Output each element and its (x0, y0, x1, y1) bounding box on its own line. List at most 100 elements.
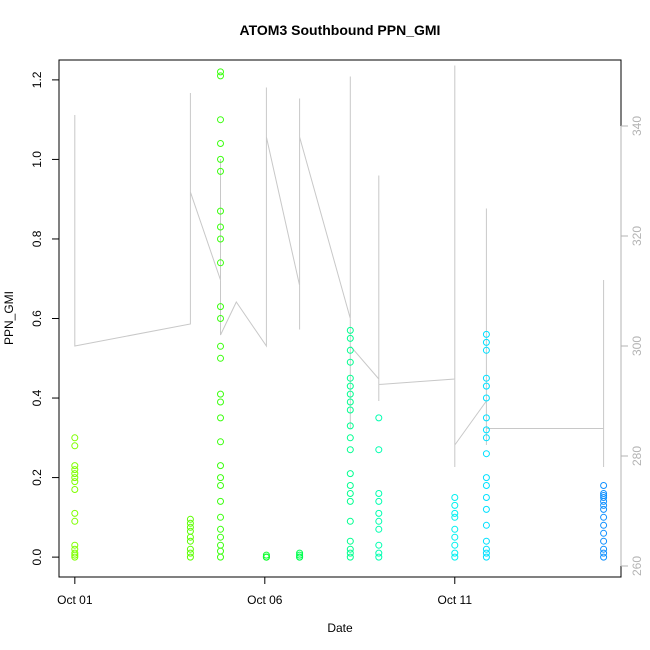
scatter-point (482, 553, 490, 561)
scatter-point (482, 494, 490, 501)
x-tick-label: Oct 11 (438, 593, 473, 607)
scatter-point (346, 545, 354, 553)
scatter-point (262, 551, 270, 559)
scatter-point (186, 515, 194, 523)
scatter-point (375, 525, 383, 533)
scatter-point (217, 72, 224, 80)
scatter-point (451, 553, 459, 561)
scatter-point (71, 509, 79, 517)
scatter-point (186, 523, 194, 531)
scatter-point (217, 462, 224, 470)
scatter-point (186, 537, 194, 545)
scatter-point (217, 207, 224, 215)
y-axis-label: PPN_GMI (2, 291, 16, 345)
scatter-point (217, 315, 224, 322)
scatter-point (217, 155, 224, 163)
scatter-point (346, 422, 354, 430)
scatter-point (346, 517, 354, 525)
scatter-point (217, 525, 224, 533)
scatter-point (346, 398, 354, 406)
scatter-point (451, 509, 459, 517)
scatter-point (600, 537, 608, 545)
scatter-point (346, 326, 354, 334)
scatter-point (346, 470, 354, 478)
scatter-point (217, 541, 224, 549)
scatter-point (600, 505, 608, 513)
plot-box (58, 59, 622, 578)
scatter-point (71, 541, 79, 549)
scatter-point (346, 549, 354, 557)
scatter-point (482, 545, 490, 553)
scatter-point (217, 68, 224, 76)
scatter-point (346, 334, 354, 342)
scatter-point (71, 434, 79, 442)
y-tick-label: 1.0 (30, 151, 44, 168)
scatter-point (217, 414, 224, 422)
scatter-point (217, 497, 224, 505)
scatter-point (71, 517, 79, 525)
scatter-point (217, 303, 224, 311)
line-series (74, 65, 605, 467)
scatter-point (375, 553, 383, 561)
scatter-point (346, 497, 354, 505)
scatter-point (451, 501, 459, 509)
scatter-point (71, 470, 79, 478)
scatter-point (482, 426, 490, 434)
scatter-point (482, 505, 490, 513)
scatter-point (217, 438, 224, 446)
scatter-point (375, 490, 383, 497)
scatter-point (600, 482, 608, 489)
secondary-line (74, 65, 605, 467)
scatter-point (346, 537, 354, 545)
scatter-point (482, 394, 490, 402)
scatter-point (217, 167, 224, 175)
scatter-point (346, 553, 354, 561)
scatter-point (482, 414, 490, 422)
scatter-point (186, 553, 194, 561)
scatter-point (346, 482, 354, 489)
scatter-point (346, 382, 354, 390)
scatter-point (482, 434, 490, 442)
scatter-points (71, 68, 608, 561)
scatter-point (375, 541, 383, 549)
scatter-point (375, 414, 383, 422)
scatter-point (451, 494, 459, 501)
scatter-point (217, 547, 224, 555)
scatter-point (482, 338, 490, 346)
scatter-point (186, 519, 194, 527)
scatter-point (217, 354, 224, 362)
scatter-point (600, 501, 608, 509)
scatter-point (217, 235, 224, 243)
scatter-point (71, 553, 79, 561)
scatter-point (346, 406, 354, 414)
scatter-point (346, 490, 354, 497)
scatter-point (186, 527, 194, 535)
scatter-point (346, 446, 354, 454)
scatter-point (451, 513, 459, 521)
scatter-point (71, 486, 79, 493)
y2-tick-label: 280 (630, 446, 644, 466)
y-tick-label: 0.8 (30, 230, 44, 247)
scatter-point (217, 390, 224, 398)
scatter-point (482, 549, 490, 557)
x-tick-label: Oct 06 (247, 593, 283, 607)
scatter-point (375, 549, 383, 557)
scatter-point (186, 545, 194, 553)
scatter-point (600, 497, 608, 505)
scatter-point (375, 446, 383, 454)
scatter-point (375, 517, 383, 525)
scatter-point (71, 478, 79, 486)
scatter-point (217, 140, 224, 147)
scatter-point (71, 466, 79, 474)
scatter-point (600, 553, 608, 561)
scatter-point (346, 346, 354, 354)
y-tick-label: 0.6 (30, 310, 44, 327)
scatter-point (600, 521, 608, 529)
scatter-point (217, 259, 224, 267)
scatter-point (600, 529, 608, 537)
scatter-point (482, 474, 490, 482)
scatter-point (600, 513, 608, 521)
chart-title: ATOM3 Southbound PPN_GMI (240, 22, 441, 38)
scatter-point (482, 382, 490, 390)
scatter-point (71, 551, 79, 559)
